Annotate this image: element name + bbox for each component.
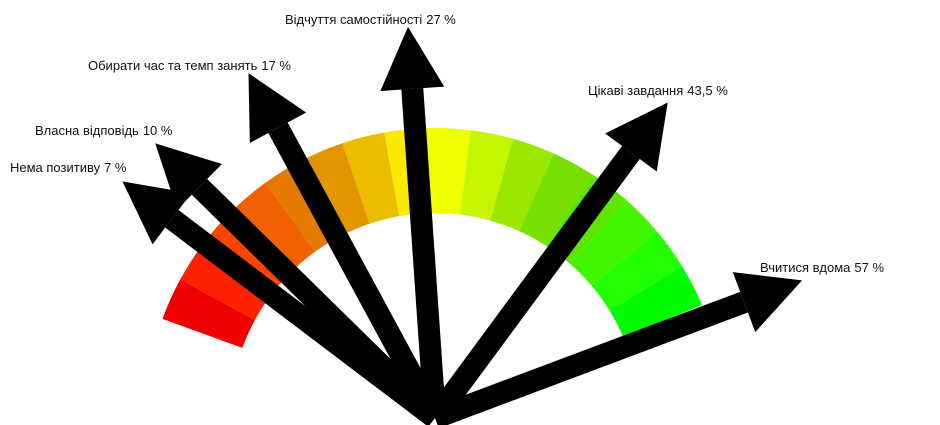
label-name: Відчуття самостійності [285,12,422,27]
gauge-segment [460,130,514,221]
arrow-head [605,102,668,172]
arrow-label: Вчитися вдома 57 % [760,260,884,275]
arrow [155,143,443,425]
arrow [248,73,445,424]
arrow-head [155,143,222,210]
gauge-segment [591,231,683,311]
label-value: 7 % [104,160,127,175]
label-name: Власна відповідь [35,123,139,138]
gauge-segment [427,128,471,215]
arrow [380,26,446,419]
gauge-segment [342,132,400,224]
gauge-segment [490,138,554,231]
gauge-segment [609,266,702,338]
gauge-segment [570,200,657,286]
arrow-label: Власна відповідь 10 % [35,123,173,138]
arrow-shaft [401,88,446,419]
arrow-label: Нема позитиву 7 % [10,160,127,175]
arrow-label: Відчуття самостійності 27 % [285,12,456,27]
label-name: Обирати час та темп занять [88,58,258,73]
arrow-label: Цікаві завдання 43,5 % [588,83,728,98]
label-value: 10 % [143,123,173,138]
label-name: Цікаві завдання [588,83,683,98]
gauge-segment [518,153,592,246]
arrow-shaft [426,145,640,425]
arrow-shaft [191,178,443,425]
arrow-shaft [431,291,748,425]
label-value: 43,5 % [687,83,728,98]
arrow-head [380,26,445,91]
arrow [426,102,668,425]
gauge-segment [203,210,292,295]
arrow-head [732,272,803,333]
label-name: Вчитися вдома [760,260,851,275]
label-name: Нема позитиву [10,160,101,175]
arrow [431,272,803,425]
gauge-segment [162,279,255,348]
gauge-segment [180,242,272,320]
label-value: 27 % [426,12,456,27]
gauge-segment [302,143,370,236]
arrow-label: Обирати час та темп занять 17 % [88,58,291,73]
arrow-head [248,73,307,143]
label-value: 57 % [854,260,884,275]
label-value: 17 % [261,58,291,73]
arrow-shaft [268,122,445,424]
gauge-segment [232,182,316,272]
